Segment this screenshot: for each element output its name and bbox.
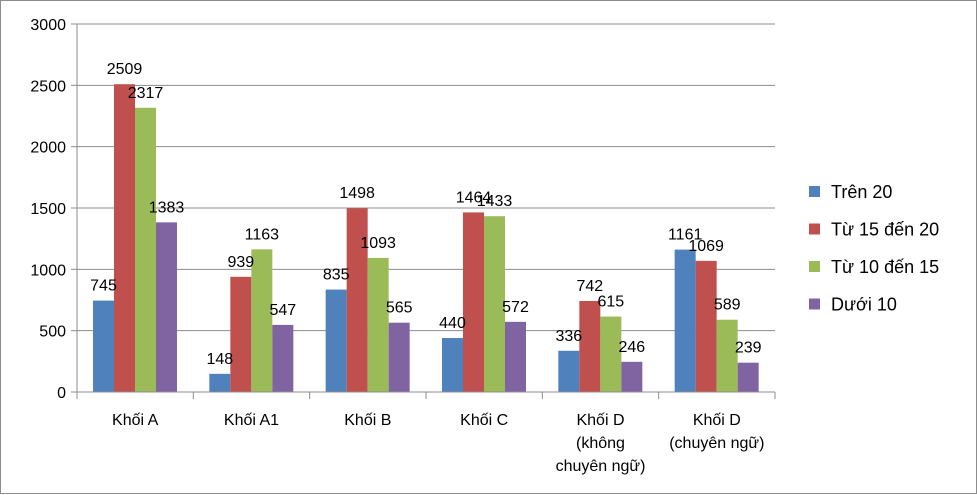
data-label: 1498 <box>339 185 375 202</box>
bar <box>484 216 505 392</box>
x-axis: Khối A Khối A1 Khối B Khối C Khối D (không chu… <box>76 391 776 475</box>
bar <box>346 208 368 392</box>
x-category-label: Khối A <box>112 412 159 429</box>
x-category-label: Khối D (không chuyên ngữ) <box>556 412 646 475</box>
bar <box>156 222 177 392</box>
y-tick-label: 2000 <box>30 140 66 157</box>
data-label: 615 <box>597 294 624 311</box>
x-category-label-line: Khối A <box>112 412 159 429</box>
bar <box>674 249 696 392</box>
bar <box>737 362 759 392</box>
data-label: 1383 <box>149 199 185 216</box>
data-label: 835 <box>323 267 350 284</box>
x-category-label-line: (chuyên ngữ) <box>669 435 764 452</box>
data-label: 148 <box>206 351 233 368</box>
data-label: 246 <box>618 339 645 356</box>
bar <box>367 257 389 392</box>
data-label: 239 <box>735 340 762 357</box>
x-category-label: Khối A1 <box>224 412 279 429</box>
bar <box>442 338 463 392</box>
legend-label: Từ 10 đến 15 <box>831 257 939 277</box>
x-category-label-line: Khối D <box>693 412 741 429</box>
x-category-label-line: Khối A1 <box>224 412 279 429</box>
data-label: 1069 <box>688 238 724 255</box>
x-category-label-line: Khối C <box>460 412 508 429</box>
x-category-label: Khối B <box>344 412 391 429</box>
data-label: 939 <box>227 254 254 271</box>
bar <box>600 316 622 392</box>
bar <box>695 260 717 392</box>
bar <box>505 321 526 392</box>
bar <box>621 361 643 392</box>
data-label: 2317 <box>128 85 164 102</box>
bar <box>558 350 580 392</box>
x-category-label-line: (không <box>576 435 625 452</box>
x-category-label-line: chuyên ngữ) <box>556 458 646 475</box>
data-label: 572 <box>502 299 529 316</box>
bar <box>388 322 410 392</box>
x-category-label: Khối C <box>460 412 508 429</box>
x-category-label: Khối D (chuyên ngữ) <box>669 412 764 452</box>
y-tick-label: 2500 <box>30 78 66 95</box>
y-axis: 0 500 1000 1500 2000 2500 3000 <box>30 17 78 402</box>
data-label: 2509 <box>107 61 143 78</box>
y-tick-label: 0 <box>57 385 66 402</box>
legend: Trên 20 Từ 15 đến 20 Từ 10 đến 15 Dưới 10 <box>809 182 939 315</box>
legend-swatch <box>809 298 820 310</box>
legend-swatch <box>809 186 820 197</box>
bar <box>114 84 135 392</box>
bar <box>716 319 738 392</box>
data-label: 1161 <box>668 227 703 244</box>
data-label: 547 <box>269 302 296 319</box>
data-label: 742 <box>576 278 603 295</box>
bars <box>93 84 759 392</box>
y-tick-label: 3000 <box>30 17 66 34</box>
data-label: 1093 <box>360 235 396 252</box>
data-label: 336 <box>555 328 582 345</box>
data-label: 589 <box>714 297 741 314</box>
y-tick-label: 1500 <box>30 201 66 218</box>
legend-label: Trên 20 <box>831 182 892 202</box>
bar <box>209 373 231 392</box>
y-tick-label: 500 <box>39 324 66 341</box>
legend-swatch <box>809 223 820 235</box>
data-label: 745 <box>90 278 117 295</box>
x-category-label-line: Khối D <box>576 412 624 429</box>
bar <box>230 276 252 392</box>
bar <box>93 300 114 392</box>
data-label: 1163 <box>245 226 280 243</box>
bar <box>251 249 273 392</box>
data-labels: 745 148 835 440 336 1161 2509 939 1498 1464 742 106… <box>90 61 761 368</box>
bar <box>325 289 347 392</box>
bar <box>272 324 294 392</box>
data-label: 565 <box>386 300 413 317</box>
legend-swatch <box>809 261 820 272</box>
data-label: 440 <box>439 315 466 332</box>
data-label: 1433 <box>477 193 513 210</box>
x-category-label-line: Khối B <box>344 412 391 429</box>
y-tick-label: 1000 <box>30 262 66 279</box>
gridlines <box>77 23 775 332</box>
legend-label: Dưới 10 <box>831 295 897 315</box>
bar <box>579 300 601 392</box>
data-label: 1464 <box>456 189 492 206</box>
legend-label: Từ 15 đến 20 <box>831 220 939 240</box>
bar <box>463 212 484 392</box>
bar <box>135 107 156 392</box>
